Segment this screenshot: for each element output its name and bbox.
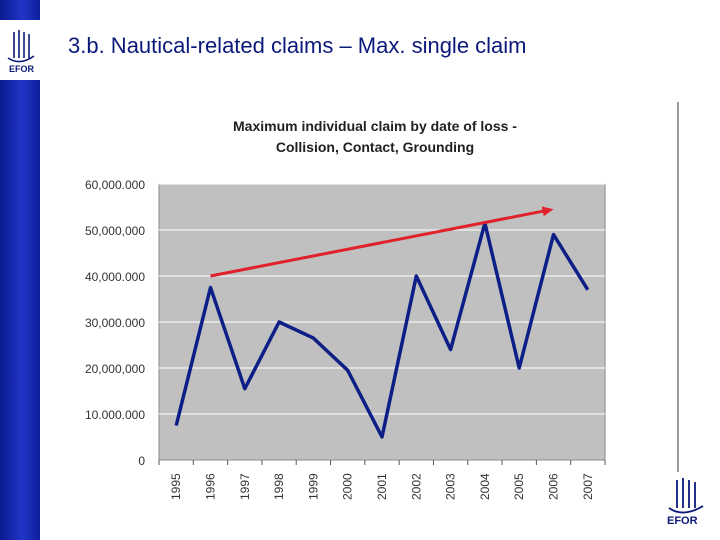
x-tick-label: 2003	[444, 473, 458, 500]
x-tick-label: 1997	[238, 473, 252, 500]
x-tick-label: 1998	[272, 473, 286, 500]
y-tick-label: 20,000,000	[85, 362, 145, 376]
x-tick-label: 2006	[547, 473, 561, 500]
efor-logo-top: EFOR	[0, 20, 40, 80]
y-tick-label: 60,000.000	[85, 178, 145, 192]
efor-logo-bottom: EFOR	[655, 470, 715, 535]
chart-title-line1: Maximum individual claim by date of loss…	[233, 118, 517, 134]
viking-ship-icon: EFOR	[667, 478, 704, 527]
slide-title: 3.b. Nautical-related claims – Max. sing…	[68, 33, 527, 58]
right-divider	[677, 102, 679, 472]
chart-title-line2: Collision, Contact, Grounding	[275, 139, 475, 155]
x-tick-label: 2004	[478, 473, 492, 500]
y-tick-label: 10.000.000	[85, 408, 145, 422]
logo-text-bottom: EFOR	[667, 515, 698, 527]
trend-arrow-line	[210, 208, 548, 278]
logo-text: EFOR	[9, 64, 35, 74]
left-sidebar-band	[0, 0, 40, 540]
trend-arrow-head	[541, 206, 554, 217]
x-tick-label: 1995	[169, 473, 183, 500]
x-tick-label: 1999	[306, 473, 320, 500]
x-tick-label: 1996	[203, 473, 217, 500]
y-tick-label: 0	[138, 454, 145, 468]
x-tick-label: 2007	[581, 473, 595, 500]
x-tick-label: 2001	[375, 473, 389, 500]
y-tick-label: 50,000,000	[85, 224, 145, 238]
y-tick-label: 40,000.000	[85, 270, 145, 284]
chart-title: Maximum individual claim by date of loss…	[160, 116, 590, 158]
x-tick-label: 2000	[341, 473, 355, 500]
x-tick-label: 2005	[512, 473, 526, 500]
x-tick-label: 2002	[409, 473, 423, 500]
efor-logo-icon: EFOR	[7, 30, 35, 74]
y-tick-label: 30,000.000	[85, 316, 145, 330]
